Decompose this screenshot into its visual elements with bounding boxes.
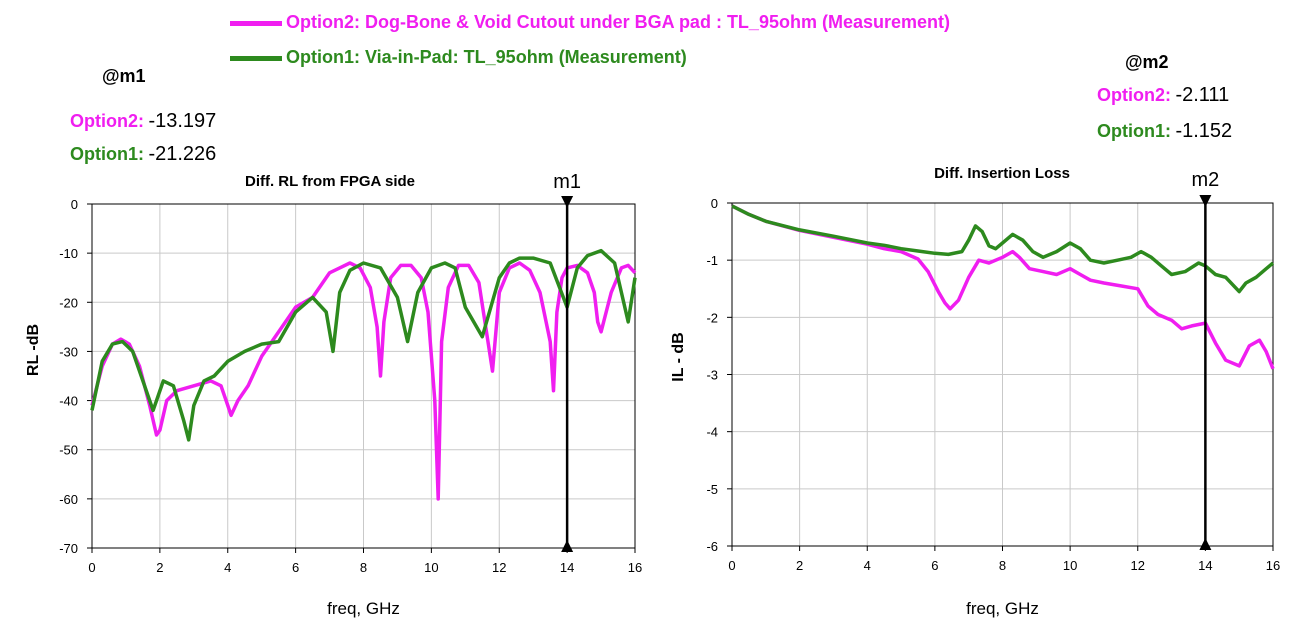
chart1-x-tick-label: 4 (224, 560, 231, 575)
chart2-y-tick-label: -2 (706, 310, 718, 325)
chart1-y-tick-label: -20 (59, 295, 78, 310)
m1-readout-row-option1: Option1: -21.226 (70, 143, 216, 166)
m2-readout-label: Option1: (1097, 121, 1171, 141)
m2-readout-value: -2.111 (1175, 84, 1230, 106)
m2-readout-label: Option2: (1097, 85, 1171, 105)
chart2-marker-bottom-arrow (1199, 538, 1212, 550)
chart1-title: Diff. RL from FPGA side (245, 173, 415, 190)
chart1-x-tick-label: 12 (492, 560, 506, 575)
chart2-title: Diff. Insertion Loss (934, 165, 1070, 182)
m2-readout-row-option2: Option2: -2.111 (1097, 84, 1229, 107)
chart1-series-option1-line (90, 248, 637, 442)
m1-readout-value: -13.197 (148, 110, 217, 132)
m1-readout-row-option2: Option2: -13.197 (70, 110, 216, 133)
chart2-x-tick-label: 12 (1131, 558, 1145, 573)
chart2-x-tick-label: 10 (1063, 558, 1077, 573)
m1-readout-label: Option1: (70, 144, 144, 164)
chart2-x-tick-label: 0 (728, 558, 735, 573)
chart2-marker-top-arrow (1199, 195, 1212, 207)
m1-readout-value: -21.226 (148, 143, 217, 165)
chart1-y-tick-label: -60 (59, 492, 78, 507)
chart1-x-tick-label: 2 (156, 560, 163, 575)
chart2-x-tick-label: 8 (999, 558, 1006, 573)
chart2-series-option2-line (731, 204, 1275, 370)
chart1-x-tick-label: 10 (424, 560, 438, 575)
chart1-x-tick-label: 8 (360, 560, 367, 575)
chart1-y-tick-label: -40 (59, 394, 78, 409)
chart1-marker-label: m1 (553, 171, 581, 193)
chart1-y-tick-label: -30 (59, 344, 78, 359)
chart2-y-axis-label: IL - dB (670, 332, 687, 381)
chart2-y-tick-label: -3 (706, 368, 718, 383)
chart1-marker-top-arrow (561, 196, 574, 208)
m1-readout-label: Option2: (70, 111, 144, 131)
chart2-x-axis-label: freq, GHz (966, 599, 1039, 618)
chart2-y-tick-label: -4 (706, 425, 718, 440)
chart2-y-tick-label: -1 (706, 253, 718, 268)
chart2-x-tick-label: 6 (931, 558, 938, 573)
chart1-y-tick-label: 0 (71, 197, 78, 212)
m2-readout-heading: @m2 (1125, 52, 1169, 72)
chart1-y-tick-label: -10 (59, 246, 78, 261)
chart2-y-tick-label: -6 (706, 539, 718, 554)
m2-readout-value: -1.152 (1175, 120, 1233, 142)
chart2-x-tick-label: 16 (1266, 558, 1280, 573)
chart2-marker-label: m2 (1191, 169, 1219, 191)
legend-label-option2: Option2: Dog-Bone & Void Cutout under BG… (286, 12, 950, 32)
chart2-y-tick-label: -5 (706, 482, 718, 497)
chart1-marker-bottom-arrow (561, 540, 574, 552)
legend-swatch-option2 (230, 21, 282, 26)
chart1-x-tick-label: 14 (560, 560, 574, 575)
chart2-plot-frame (731, 202, 1274, 547)
chart1-y-tick-label: -70 (59, 541, 78, 556)
m1-readout-heading: @m1 (102, 66, 146, 86)
legend-label-option1: Option1: Via-in-Pad: TL_95ohm (Measureme… (286, 47, 687, 67)
m2-readout-row-option1: Option1: -1.152 (1097, 120, 1232, 143)
chart2-x-tick-label: 4 (864, 558, 871, 573)
chart1-x-tick-label: 16 (628, 560, 642, 575)
chart2-x-tick-label: 14 (1198, 558, 1212, 573)
chart1-x-tick-label: 6 (292, 560, 299, 575)
chart2-x-tick-label: 2 (796, 558, 803, 573)
chart1-y-axis-label: RL -dB (25, 324, 42, 376)
chart1-x-tick-label: 0 (88, 560, 95, 575)
chart1-y-tick-label: -50 (59, 443, 78, 458)
chart2-y-tick-label: 0 (711, 196, 718, 211)
chart1-plot-frame (91, 203, 636, 549)
chart1-x-axis-label: freq, GHz (327, 599, 400, 618)
legend-swatch-option1 (230, 56, 282, 61)
